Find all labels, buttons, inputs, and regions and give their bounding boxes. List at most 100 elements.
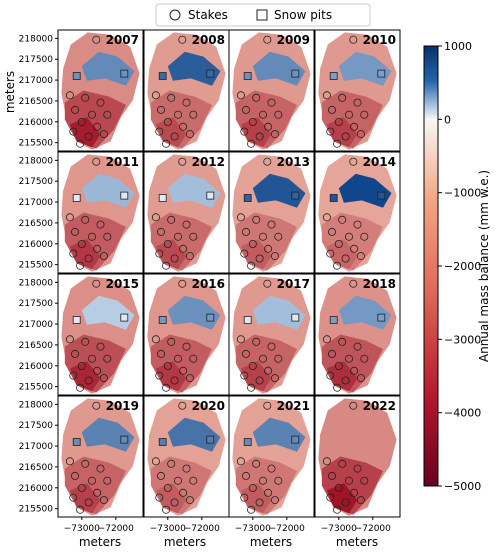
stake-marker — [173, 110, 182, 119]
y-tick-label: 218000 — [19, 400, 54, 410]
stake-marker — [252, 215, 261, 224]
stake-marker — [178, 157, 187, 166]
stake-marker — [274, 354, 283, 363]
stake-marker — [263, 157, 272, 166]
stake-marker — [93, 122, 102, 131]
stake-marker — [99, 130, 108, 139]
snow-pit-marker — [243, 194, 252, 202]
snow-pit-marker — [120, 69, 129, 78]
panel-frame — [228, 273, 315, 396]
snow-pit-marker — [329, 72, 338, 80]
stake-marker — [353, 464, 362, 473]
y-tick-label: 217000 — [19, 320, 54, 330]
snow-pit-marker — [206, 313, 215, 322]
stake-marker — [344, 110, 353, 119]
stake-marker — [162, 139, 171, 148]
y-tick-label: 218000 — [19, 156, 54, 166]
colorbar-tick-label: −3000 — [444, 333, 481, 346]
y-tick-label: 217000 — [19, 76, 54, 86]
map-panel-2020: 2020 −73000−72000 — [143, 395, 230, 534]
colorbar-ramp — [423, 45, 439, 487]
map-panel-2017: 2017 — [228, 273, 315, 396]
stake-marker — [360, 476, 369, 485]
stake-marker — [65, 213, 74, 222]
stake-marker — [151, 335, 160, 344]
snow-pit-marker — [377, 69, 386, 78]
y-tick-label: 215500 — [19, 505, 54, 515]
stake-marker — [248, 361, 257, 370]
ablation-core — [326, 361, 358, 392]
stake-marker — [77, 361, 86, 370]
panel-frame — [228, 151, 315, 274]
stake-marker — [179, 488, 188, 497]
panel-year-label: 2019 — [106, 399, 139, 413]
map-panel-2021: 2021 −73000−72000 — [228, 395, 315, 534]
y-tick-label: 217500 — [19, 421, 54, 431]
y-tick-label: 217500 — [19, 177, 54, 187]
stake-marker — [185, 496, 194, 505]
stake-marker — [267, 342, 276, 351]
stake-marker — [356, 374, 365, 383]
stake-marker — [236, 457, 245, 466]
stake-marker — [96, 98, 105, 107]
panel-frame — [228, 395, 315, 518]
stake-marker — [173, 232, 182, 241]
x-tick-label: −72000 — [98, 524, 134, 534]
stake-marker — [96, 220, 105, 229]
stake-marker — [77, 118, 86, 127]
map-panel-2010: 2010 — [314, 29, 401, 152]
stake-marker — [173, 354, 182, 363]
stake-marker — [156, 349, 165, 358]
stake-marker — [263, 279, 272, 288]
stake-marker — [356, 252, 365, 261]
stake-marker — [270, 130, 279, 139]
ablation-core — [155, 239, 187, 270]
map-panel-2019: 2019 218000 217500 217000 216500 216000 215500… — [19, 395, 144, 534]
panel-year-label: 2021 — [277, 399, 310, 413]
colorbar-tick-label: 0 — [444, 113, 451, 126]
stake-marker — [163, 483, 172, 492]
stake-marker — [258, 476, 267, 485]
stake-marker — [338, 459, 347, 468]
stake-marker — [326, 127, 335, 136]
y-tick-label: 217500 — [19, 299, 54, 309]
map-panel-2022: 2022 −73000−72000 — [314, 395, 401, 534]
ablation-core — [240, 117, 272, 148]
stake-marker — [334, 483, 343, 492]
stake-marker — [360, 354, 369, 363]
stake-marker — [356, 496, 365, 505]
ablation-core — [326, 117, 358, 148]
map-panel-2012: 2012 — [143, 151, 230, 274]
snow-pit-marker — [72, 194, 81, 202]
stake-marker — [155, 127, 164, 136]
stake-marker — [333, 261, 342, 270]
stake-marker — [162, 505, 171, 514]
stake-marker — [333, 139, 342, 148]
stake-marker — [84, 498, 93, 507]
stake-marker — [333, 505, 342, 514]
stake-marker — [349, 35, 358, 44]
stake-marker — [76, 505, 85, 514]
stake-marker — [264, 122, 273, 131]
snow-pit-marker — [206, 191, 215, 200]
stake-marker — [156, 471, 165, 480]
snow-pit-marker — [158, 194, 167, 202]
stake-marker — [173, 476, 182, 485]
panel-frame — [228, 29, 315, 152]
stake-marker — [103, 232, 112, 241]
x-axis-title-1: meters — [79, 535, 121, 549]
panel-frame — [314, 273, 401, 396]
snow-pit-marker — [158, 438, 167, 446]
panel-frame — [57, 29, 144, 152]
snow-pit-marker — [158, 316, 167, 324]
panel-year-label: 2009 — [277, 33, 310, 47]
stake-marker — [258, 232, 267, 241]
y-tick-label: 216500 — [19, 463, 54, 473]
stake-marker — [255, 498, 264, 507]
stake-marker — [341, 132, 350, 141]
stake-marker — [84, 132, 93, 141]
stake-marker — [270, 252, 279, 261]
colorbar-tick-label: −4000 — [444, 407, 481, 420]
stake-marker — [274, 110, 283, 119]
panel-year-label: 2016 — [192, 277, 225, 291]
